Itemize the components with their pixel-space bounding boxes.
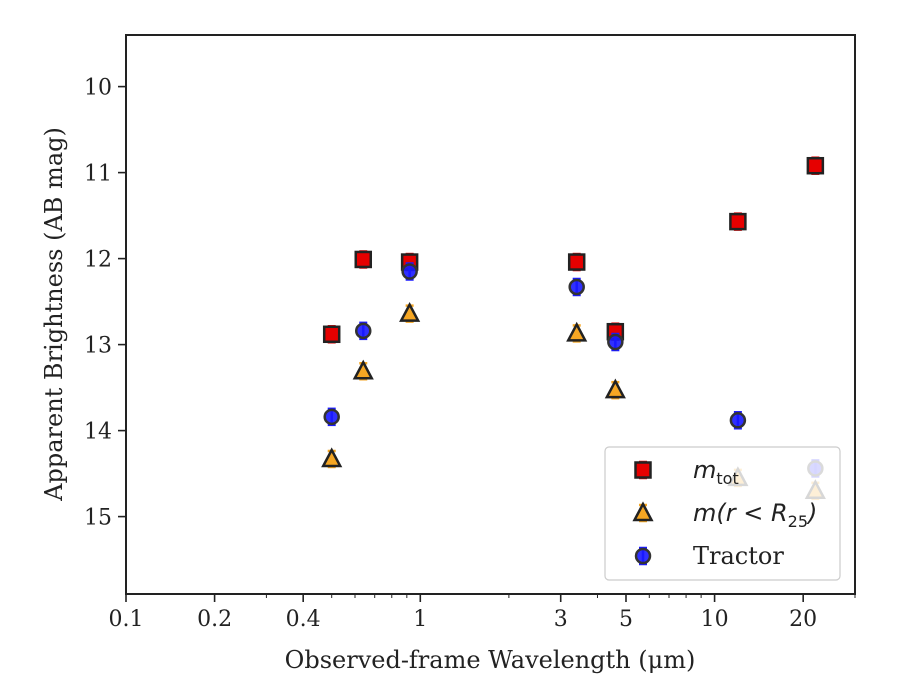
legend-label-0: mtot — [693, 456, 739, 488]
point-square-5 — [729, 212, 747, 231]
y-axis-label: Apparent Brightness (AB mag) — [40, 127, 68, 502]
point-triangle-4 — [604, 378, 626, 400]
point-triangle-0 — [321, 447, 343, 469]
x-tick-label-1: 0.2 — [197, 607, 232, 632]
plot-frame — [125, 34, 856, 595]
point-square-3 — [567, 252, 586, 272]
point-circle-1 — [355, 321, 372, 341]
y-tick-label-2: 12 — [84, 248, 112, 273]
legend: mtot m(r < R25) Tractor — [604, 446, 841, 581]
point-triangle-2 — [399, 301, 421, 323]
x-tick-label-6: 10 — [701, 607, 729, 632]
y-tick-label-1: 11 — [84, 162, 112, 187]
x-tick-label-7: 20 — [789, 607, 817, 632]
y-tick-label-3: 13 — [84, 334, 112, 359]
y-axis-ticks: 10 11 12 13 14 15 — [84, 76, 126, 531]
point-square-0 — [322, 325, 341, 344]
legend-marker-triangle — [632, 501, 654, 523]
x-tick-label-2: 0.4 — [286, 607, 321, 632]
x-tick-label-5: 5 — [619, 607, 633, 632]
x-tick-label-3: 1 — [413, 607, 427, 632]
legend-label-2: Tractor — [693, 542, 784, 570]
point-square-6 — [806, 156, 825, 175]
legend-label-1: m(r < R25) — [693, 499, 817, 531]
point-circle-4 — [607, 332, 624, 352]
y-tick-label-5: 15 — [84, 506, 112, 531]
point-triangle-1 — [352, 359, 374, 381]
y-tick-label-0: 10 — [84, 76, 112, 101]
point-square-1 — [354, 250, 373, 269]
point-circle-0 — [323, 407, 340, 427]
point-circle-3 — [568, 277, 585, 297]
point-circle-5 — [729, 411, 747, 430]
legend-marker-square — [634, 460, 652, 480]
y-tick-label-4: 14 — [84, 420, 112, 445]
legend-box — [604, 446, 841, 581]
point-circle-2 — [401, 262, 418, 281]
x-axis-ticks: 0.1 0.2 0.4 1 3 5 10 20 — [109, 594, 856, 632]
x-tick-label-4: 3 — [554, 607, 568, 632]
legend-marker-circle — [634, 546, 652, 566]
x-tick-label-0: 0.1 — [109, 607, 144, 632]
point-triangle-3 — [566, 321, 588, 343]
x-axis-label: Observed-frame Wavelength (μm) — [285, 646, 696, 674]
